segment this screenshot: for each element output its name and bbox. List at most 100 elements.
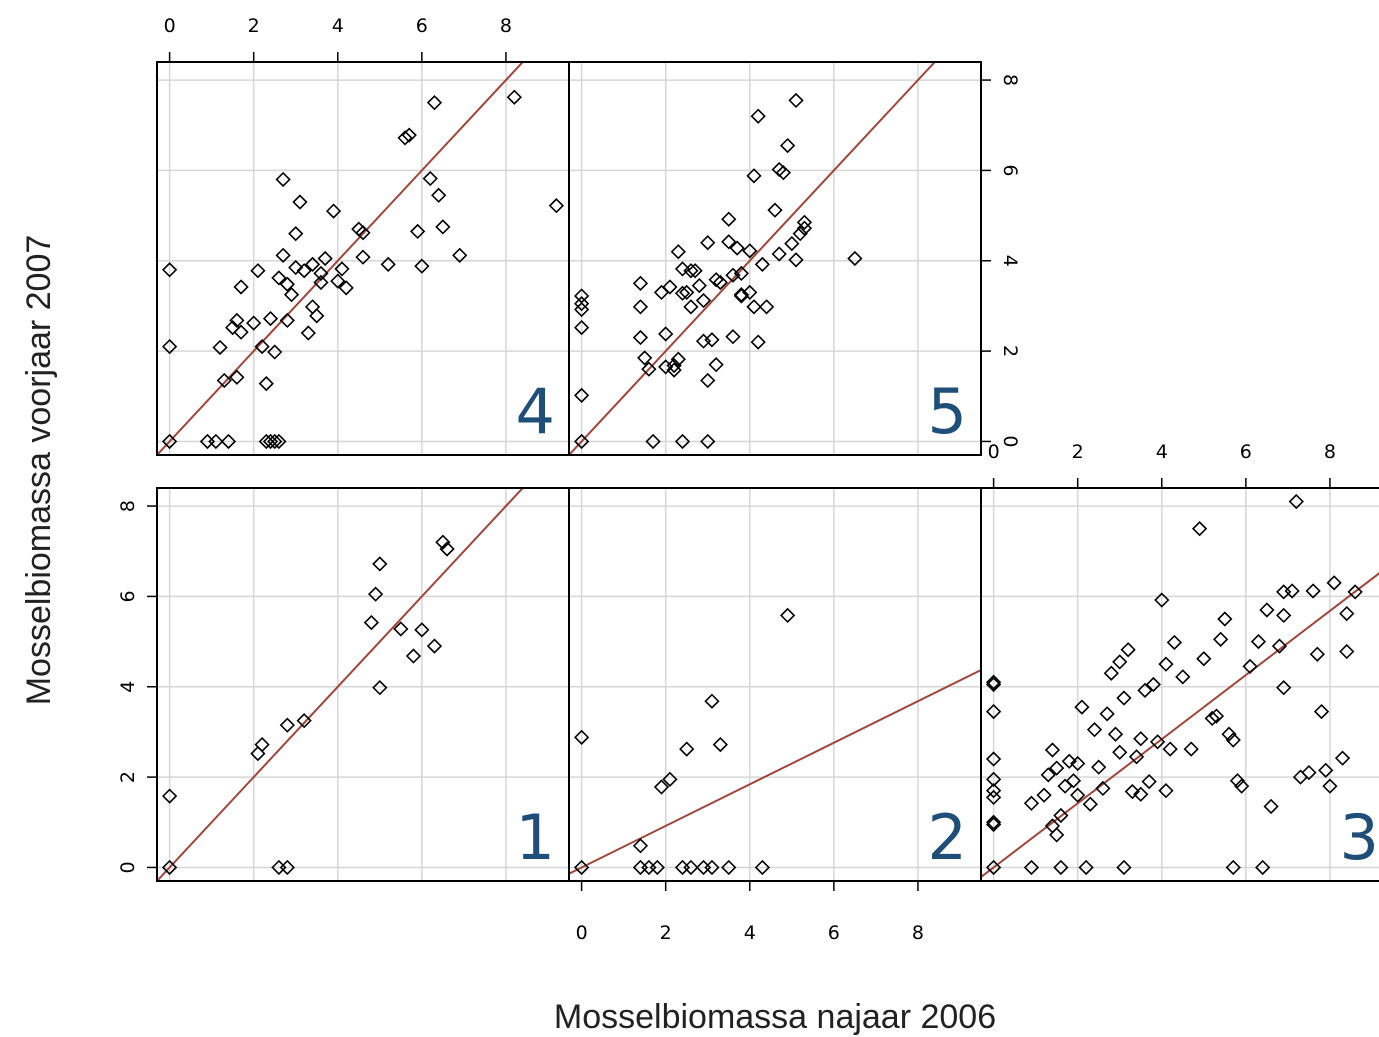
data-point [1276, 584, 1292, 600]
data-point [775, 165, 792, 181]
data-point [742, 243, 758, 259]
data-point [725, 329, 741, 345]
data-point [573, 859, 590, 876]
panel-2-bottom-axis: 0 2 4 6 8 [576, 881, 924, 944]
data-point [788, 92, 804, 109]
data-point [393, 621, 409, 637]
data-point [679, 284, 695, 301]
tick-label: 8 [912, 922, 924, 944]
data-point [1023, 859, 1040, 876]
data-point [1107, 726, 1124, 742]
tick-label: 0 [576, 922, 588, 944]
tick-label: 4 [744, 922, 756, 944]
data-point [1070, 755, 1086, 772]
data-point [216, 372, 232, 389]
data-point [674, 433, 691, 450]
data-point [548, 198, 565, 214]
data-point [1133, 786, 1149, 802]
data-point [397, 130, 413, 146]
data-point [670, 244, 686, 260]
data-point [313, 265, 329, 282]
data-point [296, 713, 312, 729]
data-point [1221, 726, 1237, 742]
data-point [674, 261, 691, 277]
data-point [1301, 764, 1317, 781]
data-point [750, 108, 766, 124]
data-point [1276, 607, 1292, 624]
data-point [1149, 734, 1166, 750]
tick-label: 8 [1324, 441, 1336, 463]
data-point [279, 859, 295, 876]
data-point [1049, 760, 1065, 776]
data-point [1103, 665, 1119, 681]
data-point [258, 375, 274, 392]
data-point [700, 433, 716, 450]
data-point [1347, 584, 1363, 600]
data-point [1229, 773, 1246, 789]
data-point [573, 729, 590, 745]
y-axis-title: Mosselbiomassa voorjaar 2007 [20, 235, 58, 706]
data-point [1158, 783, 1174, 799]
data-point [985, 676, 1002, 693]
data-point [431, 187, 447, 203]
tick-label: 2 [660, 922, 672, 944]
tick-label: 2 [999, 345, 1021, 357]
data-point [632, 329, 649, 346]
panel-2-grid [569, 488, 981, 881]
data-point [292, 194, 308, 210]
data-point [708, 272, 724, 288]
tick-label: 2 [117, 771, 139, 783]
data-point [1326, 575, 1342, 591]
panel-5-fit-line [569, 62, 937, 455]
data-point [304, 299, 321, 315]
data-point [742, 284, 758, 301]
data-point [279, 717, 295, 733]
data-point [233, 324, 249, 340]
data-point [704, 693, 720, 709]
panel-1-fit-line [157, 488, 525, 881]
data-point [1141, 773, 1157, 790]
data-point [1166, 634, 1183, 651]
data-point [721, 234, 737, 250]
data-point [1255, 859, 1271, 876]
tick-label: 6 [828, 922, 840, 944]
data-point [325, 203, 342, 219]
data-point [679, 741, 695, 757]
data-point [573, 296, 590, 312]
data-point [304, 256, 321, 273]
data-point [250, 263, 266, 279]
data-point [649, 859, 665, 876]
data-point [985, 771, 1002, 787]
panel-3: 3 0 2 4 6 8 [980, 441, 1379, 882]
tick-label: 8 [999, 74, 1021, 86]
data-point [372, 556, 388, 572]
tick-label: 6 [999, 164, 1021, 176]
data-point [1044, 742, 1061, 758]
data-point [300, 325, 316, 341]
data-point [279, 312, 295, 329]
data-point [225, 319, 241, 336]
data-point [1145, 676, 1161, 693]
data-point [1112, 744, 1128, 760]
tick-label: 0 [988, 441, 1000, 463]
data-point [1154, 592, 1170, 608]
data-point [220, 433, 237, 450]
data-point [700, 372, 716, 389]
data-point [422, 170, 438, 187]
data-point [1099, 706, 1115, 722]
data-point [1078, 859, 1094, 876]
panel-2-number: 2 [928, 801, 967, 874]
data-point [662, 771, 678, 787]
data-point [435, 534, 451, 550]
data-point [1234, 778, 1250, 794]
data-point [1288, 493, 1304, 510]
data-point [267, 433, 283, 450]
tick-label: 2 [1072, 441, 1084, 463]
data-point [1175, 669, 1191, 685]
data-point [641, 361, 657, 377]
data-point [733, 265, 749, 282]
data-point [334, 261, 350, 277]
data-point [1116, 690, 1132, 706]
data-point [784, 235, 800, 252]
